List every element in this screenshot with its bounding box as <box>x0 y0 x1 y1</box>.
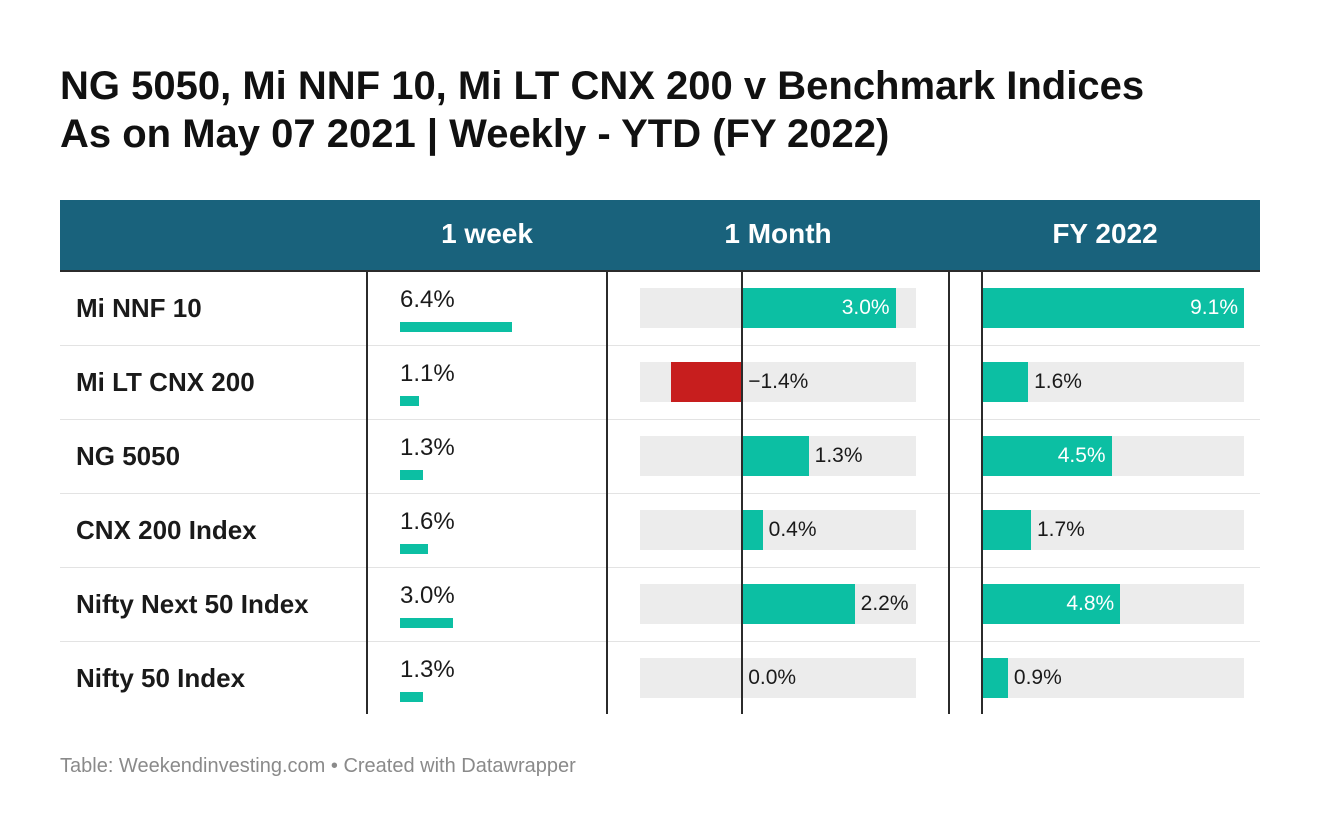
week-bar <box>400 322 512 332</box>
table-row: NG 5050 1.3% 1.3% 4.5% <box>60 420 1260 494</box>
fy-cell: 0.9% <box>982 658 1244 698</box>
fy-cell: 4.8% <box>982 584 1244 624</box>
row-name: Mi NNF 10 <box>76 293 202 323</box>
fy-bar <box>982 658 1008 698</box>
week-value: 1.1% <box>400 360 455 387</box>
row-name: Nifty Next 50 Index <box>76 589 309 619</box>
table-row: Mi NNF 10 6.4% 3.0% 9.1% <box>60 272 1260 346</box>
table-row: Mi LT CNX 200 1.1% −1.4% 1.6% <box>60 346 1260 420</box>
header-1-month: 1 Month <box>724 218 832 249</box>
chart-title: NG 5050, Mi NNF 10, Mi LT CNX 200 v Benc… <box>60 62 1280 158</box>
week-bar <box>400 544 428 554</box>
week-bar <box>400 618 453 628</box>
month-label: −1.4% <box>748 370 809 393</box>
fy-cell: 1.6% <box>982 362 1244 402</box>
week-cell: 1.3% <box>400 420 600 493</box>
month-label: 1.3% <box>814 444 863 467</box>
week-bar <box>400 396 420 406</box>
week-value: 1.3% <box>400 656 455 683</box>
week-bar <box>400 692 423 702</box>
fy-label: 4.8% <box>1066 592 1115 615</box>
week-value: 6.4% <box>400 286 455 313</box>
fy-bar <box>982 362 1029 402</box>
month-label: 0.0% <box>748 666 797 689</box>
row-name: CNX 200 Index <box>76 515 257 545</box>
fy-label: 4.5% <box>1057 444 1106 467</box>
fy-cell: 9.1% <box>982 288 1244 328</box>
row-name: Mi LT CNX 200 <box>76 367 255 397</box>
table-row: Nifty Next 50 Index 3.0% 2.2% 4.8% <box>60 568 1260 642</box>
performance-table: 1 week 1 Month FY 2022 Mi NNF 10 6.4% 3.0%… <box>60 200 1260 714</box>
table-row: Nifty 50 Index 1.3% 0.0% 0.9% <box>60 642 1260 714</box>
fy-label: 0.9% <box>1013 666 1062 689</box>
table-row: CNX 200 Index 1.6% 0.4% 1.7% <box>60 494 1260 568</box>
month-label: 2.2% <box>860 592 909 615</box>
title-line-2: As on May 07 2021 | Weekly - YTD (FY 202… <box>60 112 890 156</box>
month-track <box>640 658 916 698</box>
week-value: 1.3% <box>400 434 455 461</box>
fy-zero-line <box>981 272 983 714</box>
row-name: Nifty 50 Index <box>76 663 246 693</box>
column-divider-1 <box>366 272 368 714</box>
week-cell: 3.0% <box>400 568 600 641</box>
week-cell: 1.6% <box>400 494 600 567</box>
month-zero-line <box>741 272 744 714</box>
row-name: NG 5050 <box>76 441 181 471</box>
table-body: Mi NNF 10 6.4% 3.0% 9.1% Mi LT CNX 200 1.1% −1… <box>60 272 1260 714</box>
column-divider-3 <box>948 272 950 714</box>
week-value: 1.6% <box>400 508 455 535</box>
fy-cell: 1.7% <box>982 510 1244 550</box>
fy-bar <box>982 584 1121 624</box>
header-1-week: 1 week <box>441 218 533 249</box>
header-fy-2022: FY 2022 <box>1052 218 1158 249</box>
month-bar <box>742 584 855 624</box>
title-line-1: NG 5050, Mi NNF 10, Mi LT CNX 200 v Benc… <box>60 64 1145 108</box>
fy-track <box>982 658 1244 698</box>
week-cell: 6.4% <box>400 272 600 345</box>
table-header: 1 week 1 Month FY 2022 <box>60 200 1260 272</box>
month-cell: 0.0% <box>640 658 916 698</box>
fy-cell: 4.5% <box>982 436 1244 476</box>
month-bar <box>742 288 896 328</box>
week-cell: 1.1% <box>400 346 600 419</box>
month-cell: −1.4% <box>640 362 916 402</box>
month-track <box>640 510 916 550</box>
month-cell: 2.2% <box>640 584 916 624</box>
month-cell: 0.4% <box>640 510 916 550</box>
month-cell: 1.3% <box>640 436 916 476</box>
fy-label: 9.1% <box>1190 296 1238 319</box>
week-cell: 1.3% <box>400 642 600 715</box>
month-cell: 3.0% <box>640 288 916 328</box>
fy-label: 1.6% <box>1034 370 1082 393</box>
month-label: 3.0% <box>841 296 890 319</box>
fy-bar <box>982 436 1112 476</box>
week-bar <box>400 470 423 480</box>
month-bar <box>742 436 809 476</box>
week-value: 3.0% <box>400 582 455 609</box>
column-divider-2 <box>606 272 608 714</box>
fy-label: 1.7% <box>1036 518 1085 541</box>
footer-credit: Table: Weekendinvesting.com • Created wi… <box>60 755 576 777</box>
month-label: 0.4% <box>768 518 817 541</box>
month-bar <box>670 362 743 402</box>
fy-bar <box>982 510 1031 550</box>
fy-bar <box>982 288 1244 328</box>
month-bar <box>742 510 763 550</box>
